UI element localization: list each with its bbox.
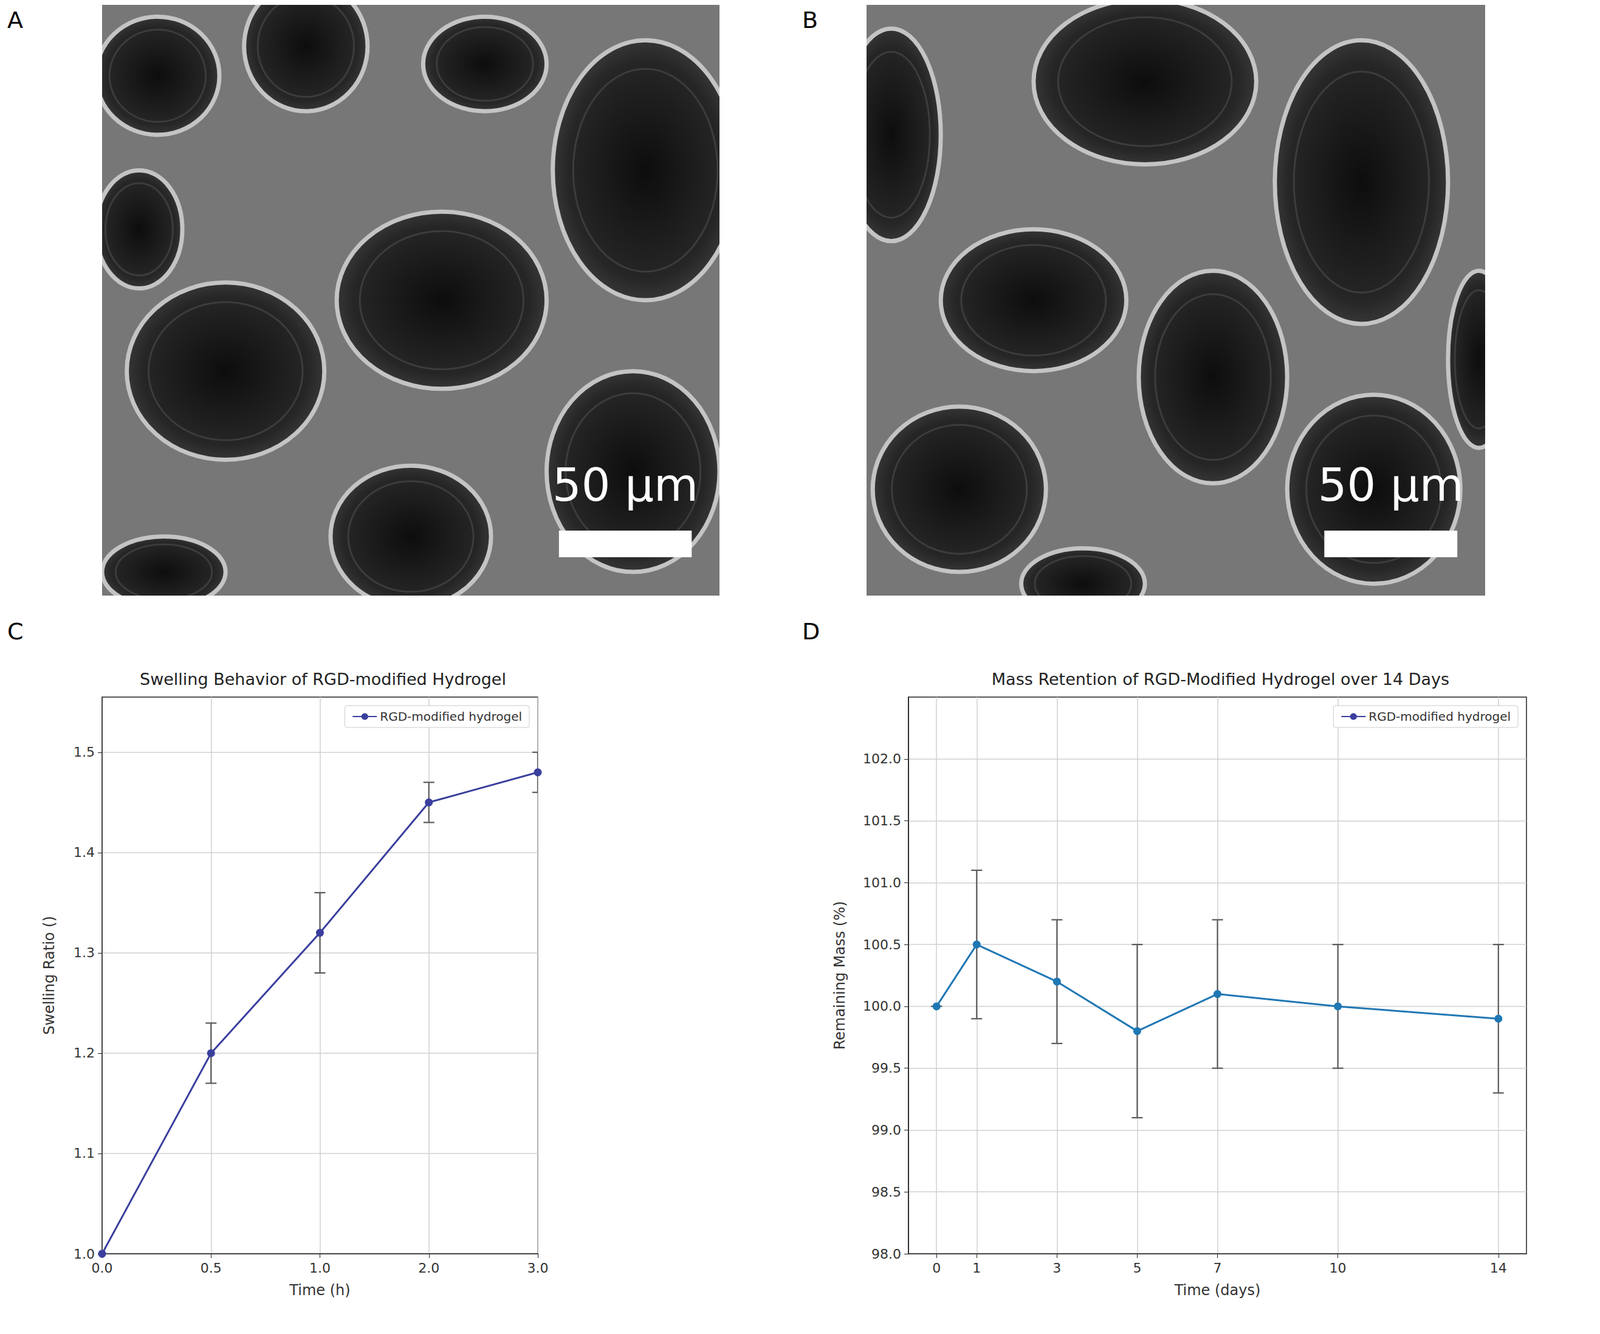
svg-text:100.0: 100.0 (862, 998, 902, 1014)
svg-text:102.0: 102.0 (862, 751, 902, 767)
svg-text:Swelling Ratio (): Swelling Ratio () (40, 915, 58, 1035)
svg-text:1.0: 1.0 (73, 1246, 95, 1262)
svg-text:50 µm: 50 µm (1318, 458, 1464, 512)
svg-text:0.5: 0.5 (200, 1260, 222, 1276)
svg-text:7: 7 (1213, 1260, 1223, 1276)
html-text:A: A (7, 6, 24, 34)
html-text:C: C (7, 618, 24, 645)
svg-text:100.5: 100.5 (862, 937, 902, 953)
svg-text:1.2: 1.2 (73, 1045, 95, 1061)
svg-text:98.0: 98.0 (871, 1246, 902, 1262)
svg-text:1.5: 1.5 (73, 744, 95, 760)
html-text:D: D (802, 618, 820, 645)
svg-text:50 µm: 50 µm (552, 458, 699, 512)
svg-text:14: 14 (1490, 1260, 1508, 1276)
svg-text:3.0: 3.0 (527, 1260, 549, 1276)
svg-text:Remaining Mass (%): Remaining Mass (%) (831, 901, 849, 1051)
svg-text:Time (h): Time (h) (288, 1281, 351, 1299)
svg-text:0.0: 0.0 (91, 1260, 114, 1276)
svg-text:0: 0 (932, 1260, 941, 1276)
svg-text:5: 5 (1132, 1260, 1142, 1276)
svg-text:1.1: 1.1 (73, 1145, 95, 1161)
svg-text:10: 10 (1329, 1260, 1347, 1276)
svg-text:1.0: 1.0 (309, 1260, 331, 1276)
svg-text:101.0: 101.0 (862, 875, 902, 891)
svg-text:98.5: 98.5 (871, 1184, 902, 1200)
svg-text:RGD-modified hydrogel: RGD-modified hydrogel (1368, 709, 1511, 724)
svg-text:RGD-modified hydrogel: RGD-modified hydrogel (379, 709, 522, 724)
svg-text:Time (days): Time (days) (1174, 1281, 1261, 1299)
svg-text:101.5: 101.5 (862, 813, 902, 829)
svg-text:2.0: 2.0 (418, 1260, 440, 1276)
svg-text:1.4: 1.4 (73, 844, 95, 860)
svg-text:Swelling Behavior of RGD-modif: Swelling Behavior of RGD-modified Hydrog… (139, 669, 507, 689)
html-text:B: B (802, 6, 818, 34)
svg-text:3: 3 (1052, 1260, 1061, 1276)
svg-text:1: 1 (972, 1260, 981, 1276)
svg-text:99.5: 99.5 (871, 1060, 902, 1076)
svg-text:99.0: 99.0 (871, 1122, 902, 1138)
svg-text:Mass Retention of RGD-Modified: Mass Retention of RGD-Modified Hydrogel … (991, 669, 1450, 689)
svg-text:1.3: 1.3 (73, 944, 95, 961)
